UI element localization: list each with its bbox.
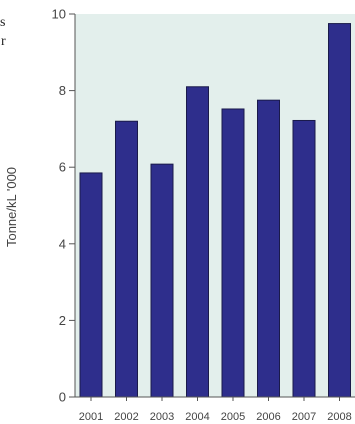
x-axis: 2001 2002 2003 2004 2005 2006 2007 2008 [75, 396, 355, 423]
y-tick-label: 4 [59, 236, 66, 251]
bar [257, 99, 280, 398]
x-tick-label: 2006 [256, 411, 280, 423]
x-tick-label: 2003 [150, 411, 174, 423]
y-axis-label: Tonne/kL '000 [4, 167, 19, 247]
bar [292, 119, 316, 398]
y-tick-label: 0 [59, 390, 66, 405]
bars [79, 23, 351, 398]
x-tick-label: 2001 [79, 411, 103, 423]
bar [79, 172, 103, 398]
bar [221, 108, 245, 398]
bar [115, 120, 138, 398]
x-tick-label: 2002 [114, 411, 138, 423]
y-tick-label: 2 [59, 313, 66, 328]
y-tick-label: 6 [59, 160, 66, 175]
x-tick-label: 2005 [221, 411, 245, 423]
y-axis: 0 2 4 6 8 10 [52, 7, 76, 405]
bar [186, 86, 209, 398]
x-tick-label: 2008 [327, 411, 351, 423]
x-tick-label: 2007 [292, 411, 316, 423]
y-tick-label: 8 [59, 83, 66, 98]
cropped-text-fragment-1: s [0, 15, 6, 30]
cropped-text-fragment-2: r [1, 34, 6, 49]
bar [150, 163, 174, 398]
x-tick-label: 2004 [185, 411, 209, 423]
y-tick-label: 10 [52, 7, 66, 22]
bar [328, 23, 351, 398]
